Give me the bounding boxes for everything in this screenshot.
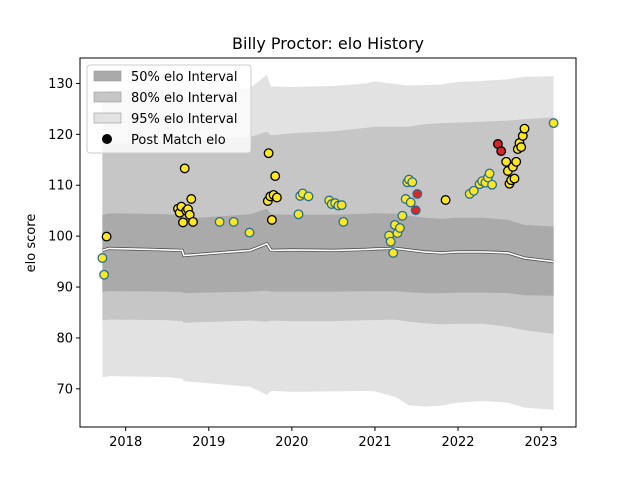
data-point — [303, 191, 314, 202]
data-point — [394, 223, 405, 233]
x-tick-label: 2023 — [525, 435, 558, 450]
interval-50-band — [102, 208, 554, 296]
data-point — [263, 148, 274, 159]
y-tick-label: 70 — [56, 382, 73, 397]
data-point — [412, 188, 423, 199]
x-tick-label: 2019 — [192, 435, 225, 450]
data-point — [385, 236, 396, 247]
legend-label: 80% elo Interval — [131, 91, 238, 106]
post-match-points — [97, 118, 559, 280]
legend-box — [86, 64, 252, 154]
x-axis: 2018 2019 2020 2021 2022 2023 — [109, 427, 558, 450]
x-tick-label: 2022 — [441, 435, 474, 450]
data-point — [271, 192, 282, 203]
data-point — [228, 216, 239, 227]
data-point — [336, 200, 347, 211]
data-point — [440, 195, 451, 205]
y-tick-label: 130 — [48, 77, 73, 92]
x-tick-label: 2020 — [275, 435, 308, 450]
y-tick-label: 110 — [48, 179, 73, 194]
y-tick-label: 90 — [56, 281, 73, 296]
data-point — [101, 231, 112, 242]
data-point — [214, 216, 225, 227]
data-point — [509, 173, 520, 184]
data-point — [516, 142, 527, 153]
data-point — [501, 156, 512, 167]
plot-area — [97, 74, 559, 410]
data-point — [244, 227, 255, 238]
data-point — [548, 118, 559, 129]
data-point — [407, 177, 418, 188]
data-point — [405, 197, 416, 208]
data-point — [511, 156, 522, 167]
legend-label: 50% elo Interval — [131, 70, 238, 85]
legend-swatch — [93, 91, 122, 103]
data-point — [519, 123, 530, 134]
data-point — [293, 209, 304, 220]
axes-frame — [79, 57, 577, 428]
data-point — [99, 269, 110, 280]
data-point — [410, 205, 421, 216]
y-tick-label: 80 — [56, 331, 73, 346]
y-axis: 70 80 90 100 110 120 130 — [48, 77, 80, 397]
data-point — [468, 185, 479, 196]
median-line-layer — [101, 241, 554, 264]
data-point — [266, 214, 277, 225]
interval-bands — [102, 74, 554, 410]
data-point — [178, 217, 188, 228]
data-point — [179, 163, 190, 174]
data-point — [388, 247, 399, 258]
x-tick-label: 2021 — [358, 435, 391, 450]
data-point — [487, 179, 498, 190]
data-point — [397, 210, 408, 221]
median-line — [102, 242, 554, 263]
data-point — [97, 253, 108, 263]
data-point — [188, 216, 198, 227]
y-axis-label: elo score — [24, 214, 39, 273]
chart-title: Billy Proctor: elo History — [232, 34, 424, 53]
legend-swatch — [93, 70, 122, 82]
data-point — [186, 194, 197, 204]
legend-label: 95% elo Interval — [131, 112, 238, 127]
legend: 50% elo Interval 80% elo Interval 95% elo … — [86, 64, 252, 154]
legend-label: Post Match elo — [131, 133, 226, 148]
data-point — [484, 168, 495, 179]
legend-swatch — [93, 112, 122, 124]
data-point — [496, 146, 507, 157]
legend-marker — [102, 134, 112, 144]
x-tick-label: 2018 — [109, 435, 142, 450]
y-tick-label: 100 — [48, 230, 73, 245]
data-point — [338, 216, 349, 227]
data-point — [270, 171, 281, 182]
y-tick-label: 120 — [48, 128, 73, 143]
